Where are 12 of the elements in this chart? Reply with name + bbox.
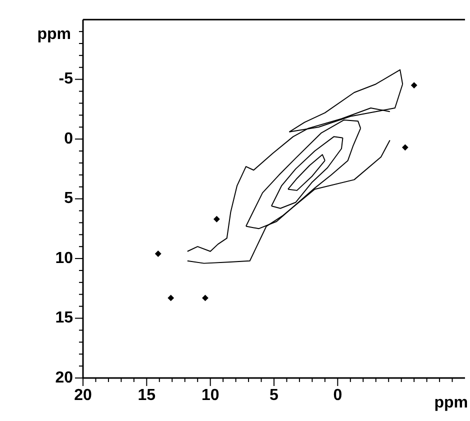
x-axis-title: ppm (434, 394, 468, 412)
y-tick-label: 5 (64, 190, 74, 208)
y-tick-label: -5 (58, 70, 74, 88)
x-tick-label: 0 (333, 387, 342, 404)
x-tick-label: 5 (270, 387, 279, 404)
y-tick-label: 15 (55, 310, 74, 327)
y-axis-title: ppm (37, 26, 71, 44)
y-tick-label: 10 (55, 250, 74, 267)
x-tick-label: 10 (201, 387, 220, 404)
y-tick-label: 20 (55, 369, 74, 386)
x-tick-label: 15 (138, 387, 156, 404)
y-tick-label: 0 (64, 130, 74, 148)
